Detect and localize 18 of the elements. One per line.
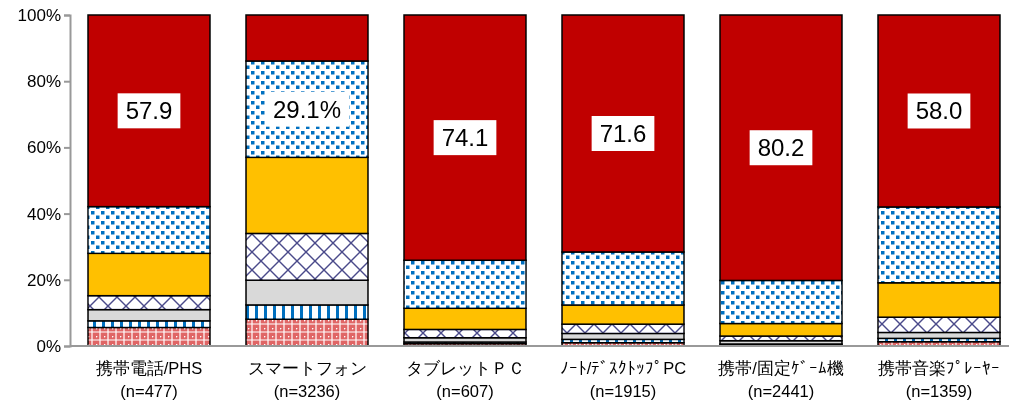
data-label: 57.9 — [125, 97, 173, 125]
data-label: 74.1 — [441, 124, 489, 152]
x-tick-label: ﾉｰﾄ/ﾃﾞｽｸﾄｯﾌﾟPC (n=1915) — [559, 359, 687, 400]
y-tick-label: 20% — [26, 270, 61, 290]
x-tick-label: 携帯電話/PHS (n=477) — [95, 359, 203, 400]
y-tick-label: 100% — [17, 5, 61, 25]
y-tick-label: 40% — [26, 204, 61, 224]
x-tick-label: タブレットＰＣ (n=607) — [405, 359, 525, 400]
x-tick-label: スマートフォン (n=3236) — [247, 359, 367, 400]
y-tick-label: 0% — [36, 336, 61, 356]
y-tick-label: 80% — [26, 72, 61, 92]
data-label: 29.1% — [272, 95, 342, 123]
y-tick-label: 60% — [26, 138, 61, 158]
x-tick-label: 携帯/固定ｹﾞｰﾑ機 (n=2441) — [718, 359, 844, 400]
data-label: 58.0 — [915, 97, 963, 125]
data-label: 71.6 — [599, 120, 647, 147]
data-label: 80.2 — [757, 134, 805, 162]
x-tick-label: 携帯音楽ﾌﾟﾚｰﾔｰ (n=1359) — [878, 359, 1000, 400]
